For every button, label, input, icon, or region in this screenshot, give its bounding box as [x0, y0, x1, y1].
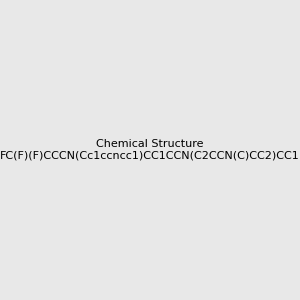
Text: Chemical Structure
FC(F)(F)CCCN(Cc1ccncc1)CC1CCN(C2CCN(C)CC2)CC1: Chemical Structure FC(F)(F)CCCN(Cc1ccncc…	[0, 139, 300, 161]
